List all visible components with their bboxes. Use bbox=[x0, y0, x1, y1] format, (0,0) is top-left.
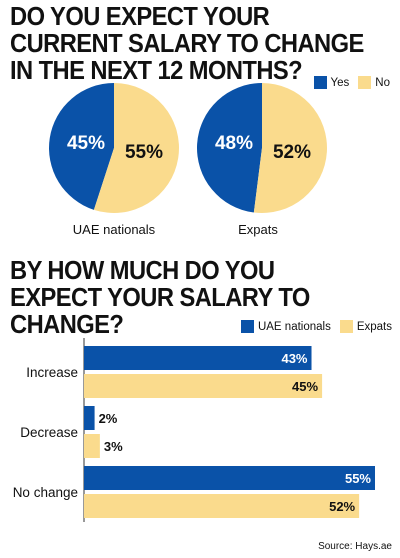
pie-1-caption: Expats bbox=[238, 222, 278, 237]
legend-item-uae-nationals: UAE nationals bbox=[240, 320, 331, 333]
bar-legend: UAE nationals Expats bbox=[240, 320, 392, 333]
bar-increase-expats bbox=[84, 374, 323, 398]
pie-0-slice-no bbox=[93, 83, 179, 214]
bar-value-no-change-uae-nationals: 55% bbox=[345, 471, 371, 486]
pie-0-label-yes: 45% bbox=[67, 133, 105, 154]
bar-value-decrease-uae-nationals: 2% bbox=[99, 411, 118, 426]
legend-item-expats: Expats bbox=[339, 320, 392, 333]
legend-swatch-uae-nationals bbox=[240, 320, 254, 333]
pie-1-label-yes: 48% bbox=[215, 133, 253, 154]
legend-label-yes: Yes bbox=[330, 76, 350, 89]
bar-no-change-expats bbox=[84, 494, 360, 518]
bar-value-no-change-expats: 52% bbox=[329, 499, 355, 514]
bar-value-increase-uae-nationals: 43% bbox=[281, 351, 307, 366]
pie-1-slice-yes bbox=[196, 82, 262, 213]
bar-category-decrease: Decrease bbox=[20, 425, 78, 440]
bar-category-increase: Increase bbox=[26, 365, 78, 380]
bar-decrease-uae-nationals bbox=[84, 406, 95, 430]
legend-label-no: No bbox=[375, 76, 390, 89]
bar-category-no-change: No change bbox=[13, 485, 78, 500]
pie-1-slice-no bbox=[253, 83, 327, 213]
legend-item-yes: Yes bbox=[313, 76, 350, 89]
legend-swatch-no bbox=[358, 76, 372, 89]
pie-0-caption: UAE nationals bbox=[73, 222, 156, 237]
legend-swatch-expats bbox=[339, 320, 353, 333]
legend-item-no: No bbox=[358, 76, 390, 89]
pie-0-label-no: 55% bbox=[125, 142, 163, 163]
headline-salary-change-amount: BY HOW MUCH DO YOU EXPECT YOUR SALARY TO… bbox=[10, 257, 310, 339]
bar-decrease-expats bbox=[84, 434, 100, 458]
source-note: Source: Hays.ae bbox=[318, 541, 392, 552]
pie-charts: 45% 55% UAE nationals 48% 52% Expats bbox=[48, 82, 327, 237]
pie-legend: Yes No bbox=[313, 76, 390, 89]
pie-0-slice-yes bbox=[48, 83, 114, 210]
bar-no-change-uae-nationals bbox=[84, 466, 375, 490]
legend-swatch-yes bbox=[313, 76, 327, 89]
bar-value-decrease-expats: 3% bbox=[104, 439, 123, 454]
pie-1-label-no: 52% bbox=[273, 142, 311, 163]
legend-label-expats: Expats bbox=[356, 320, 392, 333]
bar-increase-uae-nationals bbox=[84, 346, 312, 370]
bar-value-increase-expats: 45% bbox=[292, 379, 318, 394]
headline-salary-change-expectation: DO YOU EXPECT YOUR CURRENT SALARY TO CHA… bbox=[10, 3, 364, 85]
legend-label-uae-nationals: UAE nationals bbox=[257, 320, 331, 333]
